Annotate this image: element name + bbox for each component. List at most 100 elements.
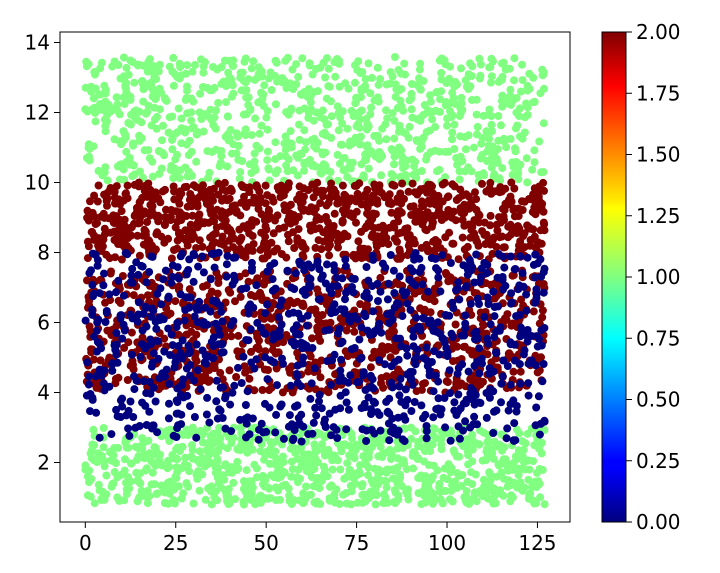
- scatter-point: [427, 222, 436, 231]
- scatter-point: [261, 181, 270, 190]
- scatter-point: [241, 125, 250, 134]
- scatter-point: [213, 299, 222, 308]
- scatter-point: [342, 425, 351, 434]
- scatter-point: [294, 329, 302, 338]
- scatter-point: [461, 417, 470, 426]
- scatter-point: [225, 134, 234, 143]
- scatter-point: [333, 456, 342, 465]
- scatter-point: [483, 260, 492, 269]
- scatter-point: [361, 224, 370, 233]
- scatter-point: [208, 354, 217, 363]
- scatter-point: [227, 463, 236, 472]
- scatter-point: [422, 434, 431, 443]
- scatter-point: [296, 446, 305, 455]
- scatter-point: [395, 391, 404, 400]
- scatter-point: [183, 172, 192, 181]
- scatter-point: [378, 259, 387, 268]
- scatter-point: [261, 353, 270, 362]
- scatter-point: [166, 213, 174, 222]
- scatter-point: [324, 198, 333, 207]
- scatter-point: [518, 197, 526, 206]
- scatter-point: [290, 496, 299, 505]
- scatter-point: [145, 407, 154, 416]
- scatter-point: [248, 232, 257, 240]
- scatter-point: [357, 482, 366, 491]
- scatter-point: [466, 198, 475, 207]
- scatter-point: [377, 467, 386, 476]
- scatter-point: [313, 178, 322, 187]
- scatter-point: [530, 146, 539, 155]
- scatter-point: [403, 351, 412, 360]
- scatter-point: [108, 366, 117, 375]
- scatter-point: [248, 445, 257, 454]
- colorbar-tick-label: 1.75: [636, 81, 681, 105]
- scatter-point: [121, 455, 129, 464]
- scatter-point: [460, 221, 469, 230]
- scatter-point: [521, 113, 529, 122]
- scatter-point: [430, 347, 438, 356]
- scatter-point: [500, 263, 509, 272]
- scatter-point: [125, 431, 134, 440]
- scatter-point: [461, 311, 470, 320]
- scatter-point: [301, 138, 310, 147]
- scatter-point: [130, 372, 138, 381]
- scatter-point: [122, 478, 130, 487]
- scatter-point: [270, 247, 278, 256]
- scatter-point: [213, 457, 222, 466]
- scatter-point: [191, 61, 199, 69]
- scatter-point: [362, 460, 371, 469]
- x-tick-label: 50: [253, 531, 278, 555]
- scatter-point: [131, 442, 140, 451]
- scatter-point: [361, 386, 370, 394]
- scatter-point: [454, 278, 463, 287]
- scatter-point: [172, 473, 181, 482]
- scatter-point: [156, 313, 164, 322]
- scatter-point: [213, 65, 222, 74]
- scatter-point: [259, 329, 268, 337]
- scatter-point: [247, 291, 255, 299]
- x-tick-label: 125: [518, 531, 556, 555]
- scatter-point: [367, 73, 376, 82]
- scatter-point: [230, 276, 239, 285]
- scatter-point: [186, 402, 194, 411]
- scatter-point: [229, 317, 238, 325]
- scatter-point: [294, 213, 303, 221]
- scatter-point: [382, 135, 391, 144]
- scatter-point: [516, 367, 525, 376]
- scatter-point: [312, 499, 321, 508]
- scatter-point: [369, 307, 377, 316]
- scatter-point: [497, 121, 505, 130]
- scatter-point: [259, 480, 267, 489]
- scatter-point: [247, 64, 256, 73]
- scatter-point: [102, 118, 111, 127]
- scatter-point: [313, 310, 321, 319]
- scatter-point: [345, 141, 354, 150]
- scatter-point: [258, 471, 267, 480]
- scatter-point: [506, 220, 515, 229]
- scatter-point: [229, 62, 238, 70]
- scatter-point: [379, 499, 388, 508]
- scatter-point: [525, 84, 534, 93]
- scatter-point: [103, 326, 112, 335]
- scatter-point: [393, 197, 402, 206]
- scatter-point: [132, 258, 141, 267]
- scatter-point: [395, 143, 404, 152]
- scatter-point: [371, 500, 380, 509]
- scatter-point: [195, 447, 204, 456]
- scatter-point: [87, 454, 96, 463]
- scatter-point: [538, 377, 547, 386]
- scatter-point: [302, 321, 311, 330]
- scatter-point: [340, 305, 349, 314]
- scatter-point: [431, 236, 440, 244]
- scatter-point: [418, 210, 427, 219]
- scatter-point: [223, 112, 232, 121]
- scatter-point: [239, 76, 248, 85]
- scatter-point: [499, 212, 508, 221]
- scatter-point: [144, 146, 153, 155]
- scatter-point: [334, 243, 342, 252]
- scatter-point: [500, 243, 509, 252]
- scatter-point: [530, 158, 539, 167]
- scatter-point: [471, 439, 480, 447]
- scatter-point: [511, 265, 520, 273]
